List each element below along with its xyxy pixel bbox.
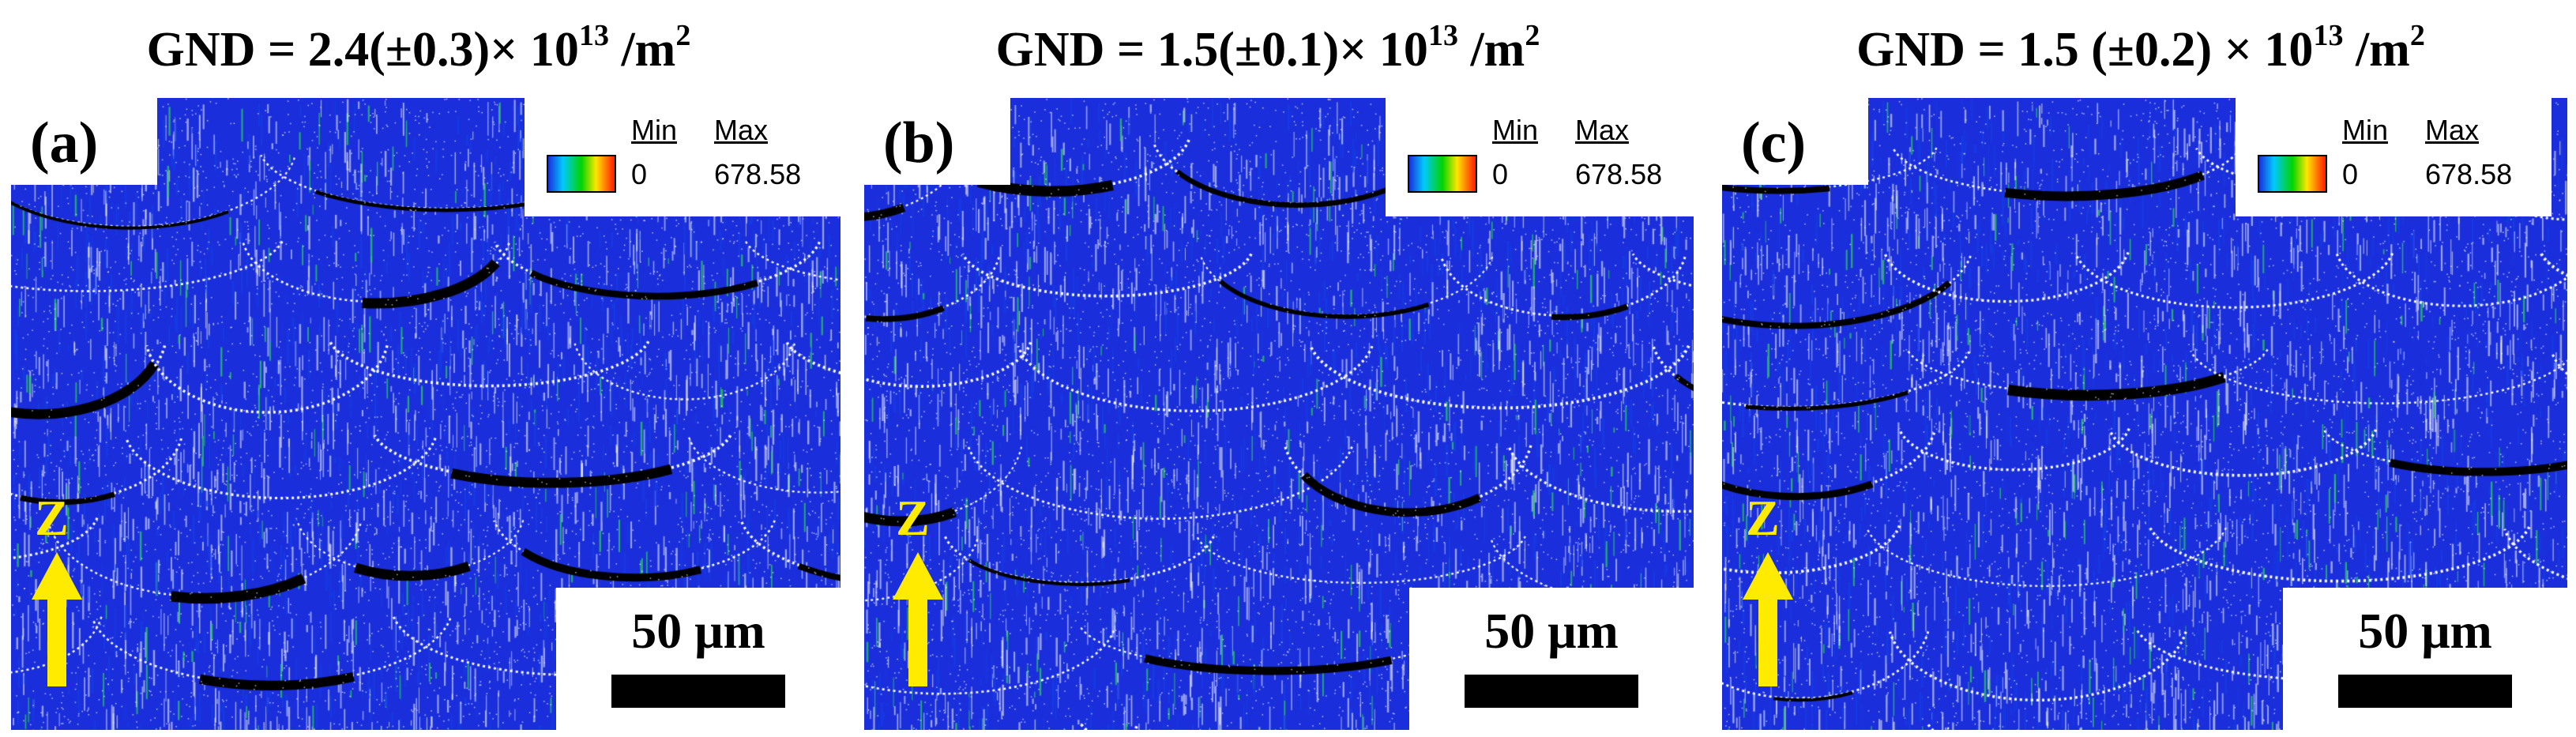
legend-max-value: 678.58 [1575,158,1663,190]
color-scale-bar [1408,155,1477,193]
scale-bar [2338,675,2512,708]
legend-max-value: 678.58 [2425,158,2513,190]
panel-c-label-box: (c) [1722,98,1868,185]
color-legend-b: Min Max 0 678.58 [1386,98,1694,216]
scale-bar [1465,675,1638,708]
scale-bar-label: 50 μm [1484,603,1619,659]
scale-bar-box-b: 50 μm [1409,588,1694,730]
gnd-map-b: (b) Min Max 0 678.58 Z 50 μm [864,98,1694,730]
scale-bar-box-c: 50 μm [2283,588,2567,730]
up-arrow-icon [32,552,82,686]
legend-max-value: 678.58 [714,158,802,190]
panel-a-label-box: (a) [11,98,157,185]
legend-min-label: Min [1492,114,1539,146]
panel-c-title: GND = 1.5 (±0.2) × 1013 /m2 [1856,19,2425,77]
scale-bar [611,675,785,708]
up-arrow-icon [1743,552,1793,686]
build-direction-arrow: Z [1738,493,1809,690]
panel-b-title: GND = 1.5(±0.1)× 1013 /m2 [995,19,1540,77]
scale-bar-box-a: 50 μm [556,588,840,730]
legend-max-label: Max [2425,114,2480,146]
up-arrow-icon [893,552,943,686]
color-scale-bar [547,155,616,193]
gnd-map-a: (a) Min Max 0 678.58 Z 50 μm [11,98,840,730]
build-direction-arrow: Z [888,493,959,690]
z-axis-label: Z [1746,490,1780,546]
legend-min-value: 0 [631,158,648,190]
z-axis-label: Z [35,490,69,546]
legend-max-label: Max [714,114,769,146]
z-axis-label: Z [896,490,930,546]
gnd-map-c: (c) Min Max 0 678.58 Z 50 μm [1722,98,2567,730]
color-legend-c: Min Max 0 678.58 [2236,98,2552,216]
legend-min-label: Min [631,114,678,146]
legend-min-label: Min [2342,114,2389,146]
legend-max-label: Max [1575,114,1630,146]
legend-min-value: 0 [1492,158,1509,190]
color-scale-bar [2258,155,2327,193]
panel-a-title: GND = 2.4(±0.3)× 1013 /m2 [146,19,691,77]
panel-c-label: (c) [1741,111,1807,175]
scale-bar-label: 50 μm [2358,603,2492,659]
build-direction-arrow: Z [27,493,98,690]
panel-b-label-box: (b) [864,98,1010,185]
panel-b-label: (b) [883,111,955,175]
color-legend-a: Min Max 0 678.58 [525,98,840,216]
scale-bar-label: 50 μm [631,603,765,659]
legend-min-value: 0 [2342,158,2359,190]
panel-a-label: (a) [30,111,99,175]
